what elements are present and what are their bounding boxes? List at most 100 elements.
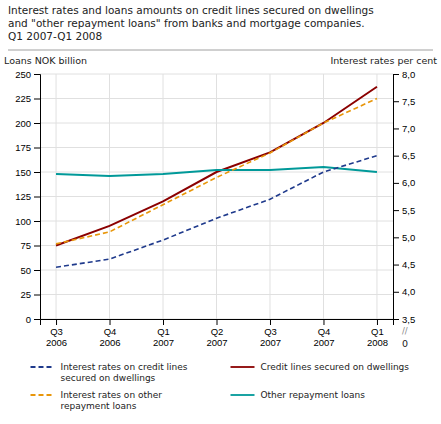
y-axis-label: Loans NOK billion bbox=[4, 55, 87, 66]
tick: Q32006 bbox=[46, 319, 67, 348]
tick-label: 6,5 bbox=[402, 150, 415, 161]
tick: Q12008 bbox=[367, 319, 388, 348]
tick: Q22007 bbox=[206, 319, 227, 348]
legend: Interest rates on credit linessecured on… bbox=[31, 362, 410, 411]
tick-label-line: Q4 bbox=[318, 326, 331, 337]
tick-label: 5,5 bbox=[402, 205, 415, 216]
tick: 225 bbox=[15, 93, 40, 104]
tick-label: 75 bbox=[20, 240, 31, 251]
tick: 0 bbox=[26, 314, 40, 325]
separator bbox=[8, 50, 433, 51]
title-line: Interest rates and loans amounts on cred… bbox=[8, 4, 374, 16]
tick: 5,5 bbox=[393, 205, 415, 216]
legend-label-line: Other repayment loans bbox=[261, 390, 366, 400]
tick-label-line: Q1 bbox=[157, 326, 170, 337]
tick-label: Q12007 bbox=[153, 326, 174, 348]
tick: 250 bbox=[15, 69, 40, 80]
tick-mark bbox=[163, 319, 164, 325]
grid-line bbox=[269, 74, 270, 319]
legend-label-line: Interest rates on other bbox=[61, 390, 163, 400]
grid-line bbox=[109, 74, 110, 319]
tick-mark bbox=[323, 319, 324, 325]
tick: 7,5 bbox=[393, 96, 415, 107]
tick-mark bbox=[393, 319, 399, 320]
legend-label-line: repayment loans bbox=[61, 401, 137, 411]
tick-label: 200 bbox=[15, 118, 31, 129]
tick: 5,0 bbox=[393, 232, 415, 243]
tick: 6,5 bbox=[393, 150, 415, 161]
series-line bbox=[56, 156, 377, 268]
tick: 125 bbox=[15, 191, 40, 202]
tick: 7,0 bbox=[393, 123, 415, 134]
legend-swatch bbox=[31, 366, 55, 368]
tick-label-line: Q3 bbox=[264, 326, 277, 337]
tick-mark bbox=[377, 319, 378, 325]
tick: 100 bbox=[15, 216, 40, 227]
tick-mark bbox=[34, 172, 40, 173]
legend-item: Credit lines secured on dwellings bbox=[231, 362, 410, 372]
legend-label-line: Interest rates on credit lines bbox=[61, 362, 188, 372]
tick: Q42007 bbox=[313, 319, 334, 348]
tick-mark bbox=[393, 156, 399, 157]
plot: Q32006Q42006Q12007Q22007Q32007Q42007Q120… bbox=[4, 55, 437, 349]
tick-label-line: 2007 bbox=[153, 337, 174, 348]
legend-swatch bbox=[231, 366, 255, 368]
tick-mark bbox=[34, 270, 40, 271]
tick-label: Q12008 bbox=[367, 326, 388, 348]
y2-axis: 3,54,04,55,05,56,06,57,07,58,0 bbox=[393, 69, 415, 325]
annotation: // bbox=[402, 326, 408, 336]
tick: Q12007 bbox=[153, 319, 174, 348]
tick-label-line: Q2 bbox=[211, 326, 224, 337]
legend-label: Interest rates on otherrepayment loans bbox=[61, 390, 163, 411]
tick-label-line: Q3 bbox=[50, 326, 63, 337]
annotation: 0 bbox=[402, 338, 408, 349]
tick-mark bbox=[393, 210, 399, 211]
grid-line bbox=[163, 74, 164, 319]
legend-item: Interest rates on credit linessecured on… bbox=[31, 362, 188, 383]
tick-label-line: 2008 bbox=[367, 337, 388, 348]
tick-label: Q22007 bbox=[206, 326, 227, 348]
tick-label: 125 bbox=[15, 191, 31, 202]
tick: Q32007 bbox=[260, 319, 281, 348]
tick-label: 6,0 bbox=[402, 177, 415, 188]
tick: 4,5 bbox=[393, 259, 415, 270]
grid-line bbox=[56, 74, 57, 319]
legend-label-line: Credit lines secured on dwellings bbox=[261, 362, 410, 372]
grid-line bbox=[376, 74, 377, 319]
tick-label-line: 2007 bbox=[206, 337, 227, 348]
tick-mark bbox=[393, 265, 399, 266]
tick-label: 5,0 bbox=[402, 232, 415, 243]
tick-mark bbox=[34, 148, 40, 149]
tick-label: 7,5 bbox=[402, 96, 415, 107]
tick: 3,5 bbox=[393, 314, 415, 325]
legend-label: Credit lines secured on dwellings bbox=[261, 362, 410, 372]
tick-label-line: 2006 bbox=[99, 337, 120, 348]
tick: 75 bbox=[20, 240, 40, 251]
tick: 6,0 bbox=[393, 177, 415, 188]
tick-label: 8,0 bbox=[402, 69, 415, 80]
title-line: and "other repayment loans" from banks a… bbox=[8, 17, 364, 29]
legend-item: Interest rates on otherrepayment loans bbox=[31, 390, 163, 411]
title-line: Q1 2007-Q1 2008 bbox=[8, 30, 102, 42]
tick-mark bbox=[34, 99, 40, 100]
tick: 175 bbox=[15, 142, 40, 153]
tick-mark bbox=[393, 101, 399, 102]
axis-domain bbox=[394, 75, 400, 320]
tick-mark bbox=[393, 128, 399, 129]
tick-mark bbox=[34, 221, 40, 222]
tick-mark bbox=[34, 246, 40, 247]
axis-domain bbox=[41, 320, 394, 326]
tick-mark bbox=[34, 74, 40, 75]
tick: Q42006 bbox=[99, 319, 120, 348]
legend-swatch bbox=[231, 394, 255, 396]
tick-mark bbox=[393, 74, 399, 75]
tick-label: 7,0 bbox=[402, 123, 415, 134]
legend-label: Interest rates on credit linessecured on… bbox=[61, 362, 188, 383]
tick-mark bbox=[270, 319, 271, 325]
tick-label-line: 2007 bbox=[313, 337, 334, 348]
tick-label: 25 bbox=[20, 289, 31, 300]
legend-swatch bbox=[31, 394, 55, 396]
axis-domain bbox=[34, 75, 41, 320]
tick-label: Q42007 bbox=[313, 326, 334, 348]
tick: 150 bbox=[15, 167, 40, 178]
